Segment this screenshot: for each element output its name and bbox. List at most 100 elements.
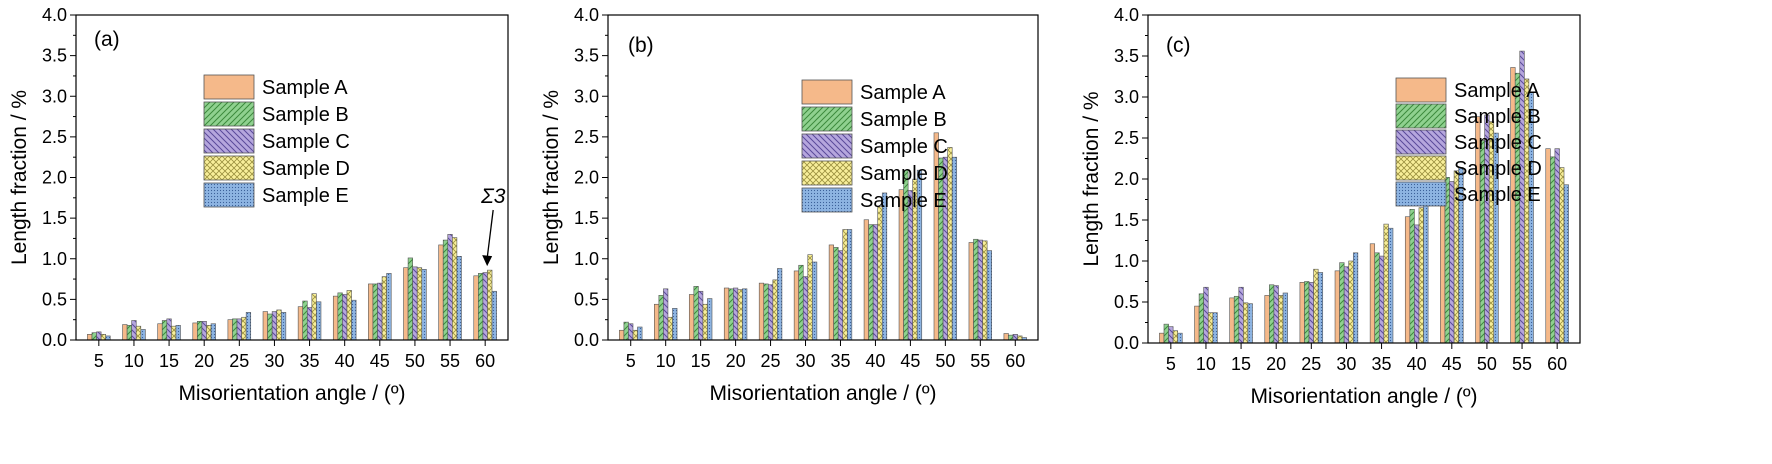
bar-a-s4-c5 xyxy=(280,312,287,341)
bar-a-s0-c2 xyxy=(157,323,163,341)
bar-a-s1-c10 xyxy=(442,239,449,341)
bar-b-s1-c1 xyxy=(658,295,664,341)
legend-item: Sample E xyxy=(801,187,947,213)
x-tick-label: 20 xyxy=(1266,354,1286,374)
x-tick-label: 25 xyxy=(1301,354,1321,374)
x-tick-label: 50 xyxy=(935,351,955,371)
x-tick-label: 30 xyxy=(264,351,284,371)
bar-b-s1-c0 xyxy=(623,321,629,341)
bar-b-s1-c10 xyxy=(973,238,979,341)
bar-a-s2-c0 xyxy=(96,331,102,341)
x-axis-label: Misorientation angle / (º) xyxy=(1250,385,1477,408)
bar-c-s3-c0 xyxy=(1172,330,1178,344)
legend-label: Sample D xyxy=(262,158,350,180)
bar-a-s2-c1 xyxy=(131,320,137,341)
bar-c-s1-c11 xyxy=(1550,156,1556,344)
y-tick-label: 1.5 xyxy=(1114,210,1139,230)
bar-c-s3-c1 xyxy=(1207,312,1214,344)
legend-item: Sample B xyxy=(801,106,947,132)
legend-label: Sample B xyxy=(1454,106,1541,128)
bar-c-s4-c2 xyxy=(1247,303,1253,344)
bar-a-s2-c10 xyxy=(447,234,453,341)
y-tick-label: 4.0 xyxy=(574,5,599,25)
y-tick-label: 0.0 xyxy=(574,330,599,350)
bar-b-s2-c8 xyxy=(907,190,913,341)
annotation-label: Σ3 xyxy=(480,185,506,208)
bar-b-s1-c7 xyxy=(868,224,874,341)
bar-b-s2-c4 xyxy=(767,284,774,341)
bar-c-s3-c2 xyxy=(1243,302,1249,344)
bar-a-s2-c4 xyxy=(236,318,242,341)
x-tick-label: 45 xyxy=(900,351,920,371)
bar-b-s4-c6 xyxy=(846,229,853,341)
bar-a-s4-c2 xyxy=(175,325,181,341)
bar-c-s3-c6 xyxy=(1383,223,1389,344)
bar-a-s2-c3 xyxy=(201,321,207,341)
bar-c-s3-c7 xyxy=(1418,207,1424,344)
bar-a-s0-c4 xyxy=(227,319,233,341)
x-tick-label: 20 xyxy=(194,351,214,371)
bar-c-s1-c0 xyxy=(1163,323,1169,344)
x-tick-label: 35 xyxy=(1372,354,1392,374)
bar-b-s0-c11 xyxy=(1003,333,1009,341)
legend: Sample A Sample B Sample C Sample D Sample E xyxy=(801,79,948,213)
sigma3-annotation: Σ3 xyxy=(480,185,506,267)
x-tick-label: 40 xyxy=(1407,354,1427,374)
legend-item: Sample C xyxy=(1395,129,1542,155)
bar-b-s3-c4 xyxy=(772,279,778,341)
y-tick-label: 0.0 xyxy=(42,330,67,350)
bar-a-s4-c11 xyxy=(491,290,497,341)
bar-b-s3-c5 xyxy=(807,254,813,341)
bar-c-s0-c7 xyxy=(1404,216,1411,344)
bar-a-s2-c8 xyxy=(377,282,383,341)
bar-a-s3-c1 xyxy=(135,325,142,341)
y-tick-label: 0.5 xyxy=(42,289,67,309)
legend-label: Sample B xyxy=(262,104,349,126)
legend-item: Sample C xyxy=(203,128,350,154)
bar-b-s4-c1 xyxy=(672,308,678,341)
bar-c-s0-c3 xyxy=(1264,295,1270,344)
y-tick-label: 3.5 xyxy=(42,46,67,66)
x-tick-label: 55 xyxy=(440,351,460,371)
bar-a-s0-c8 xyxy=(368,283,374,341)
bar-a-s3-c0 xyxy=(100,334,106,341)
bar-c-s0-c6 xyxy=(1369,243,1376,344)
y-tick-label: 1.0 xyxy=(42,249,67,269)
bar-c-s2-c0 xyxy=(1168,326,1174,344)
panel-label: (a) xyxy=(94,28,120,51)
bar-a-s1-c1 xyxy=(126,325,132,341)
bar-c-s0-c1 xyxy=(1194,305,1200,344)
bar-a-s0-c5 xyxy=(262,311,268,341)
legend-label: Sample E xyxy=(1454,184,1541,206)
bar-c-s0-c4 xyxy=(1299,282,1305,344)
bar-b-s0-c4 xyxy=(758,282,765,341)
bar-c-s1-c3 xyxy=(1269,284,1275,344)
bar-b-s4-c10 xyxy=(986,250,992,341)
y-tick-label: 1.0 xyxy=(574,249,599,269)
y-axis-label: Length fraction / % xyxy=(8,90,31,265)
x-tick-label: 35 xyxy=(300,351,320,371)
legend-label: Sample C xyxy=(860,136,948,158)
bar-b-s0-c7 xyxy=(863,219,869,341)
y-tick-label: 1.5 xyxy=(42,208,67,228)
bar-a-s4-c10 xyxy=(456,256,462,341)
bar-c-s2-c11 xyxy=(1554,148,1560,344)
bar-b-s4-c7 xyxy=(881,192,888,341)
x-tick-label: 60 xyxy=(475,351,495,371)
bar-a-s2-c9 xyxy=(412,266,418,341)
y-tick-label: 2.5 xyxy=(574,127,599,147)
legend-item: Sample A xyxy=(203,74,348,100)
legend-label: Sample B xyxy=(860,109,947,131)
bar-a-s4-c6 xyxy=(316,301,322,341)
bar-a-s4-c7 xyxy=(351,299,357,341)
bar-c-s2-c1 xyxy=(1203,286,1209,344)
panel-b: 0.0 0.5 1.0 1.5 2.0 2.5 3.0 3.5 4.0 5 10 15 20 25 30 35… xyxy=(540,5,1039,405)
bar-b-s3-c2 xyxy=(702,303,708,341)
bar-b-s1-c11 xyxy=(1008,334,1014,341)
bar-a-s3-c11 xyxy=(487,269,493,341)
legend-label: Sample A xyxy=(262,77,348,99)
bar-a-s1-c3 xyxy=(197,321,203,341)
bar-c-s0-c8 xyxy=(1440,186,1446,344)
bar-a-s1-c9 xyxy=(407,257,413,341)
bar-b-s0-c0 xyxy=(619,329,625,341)
